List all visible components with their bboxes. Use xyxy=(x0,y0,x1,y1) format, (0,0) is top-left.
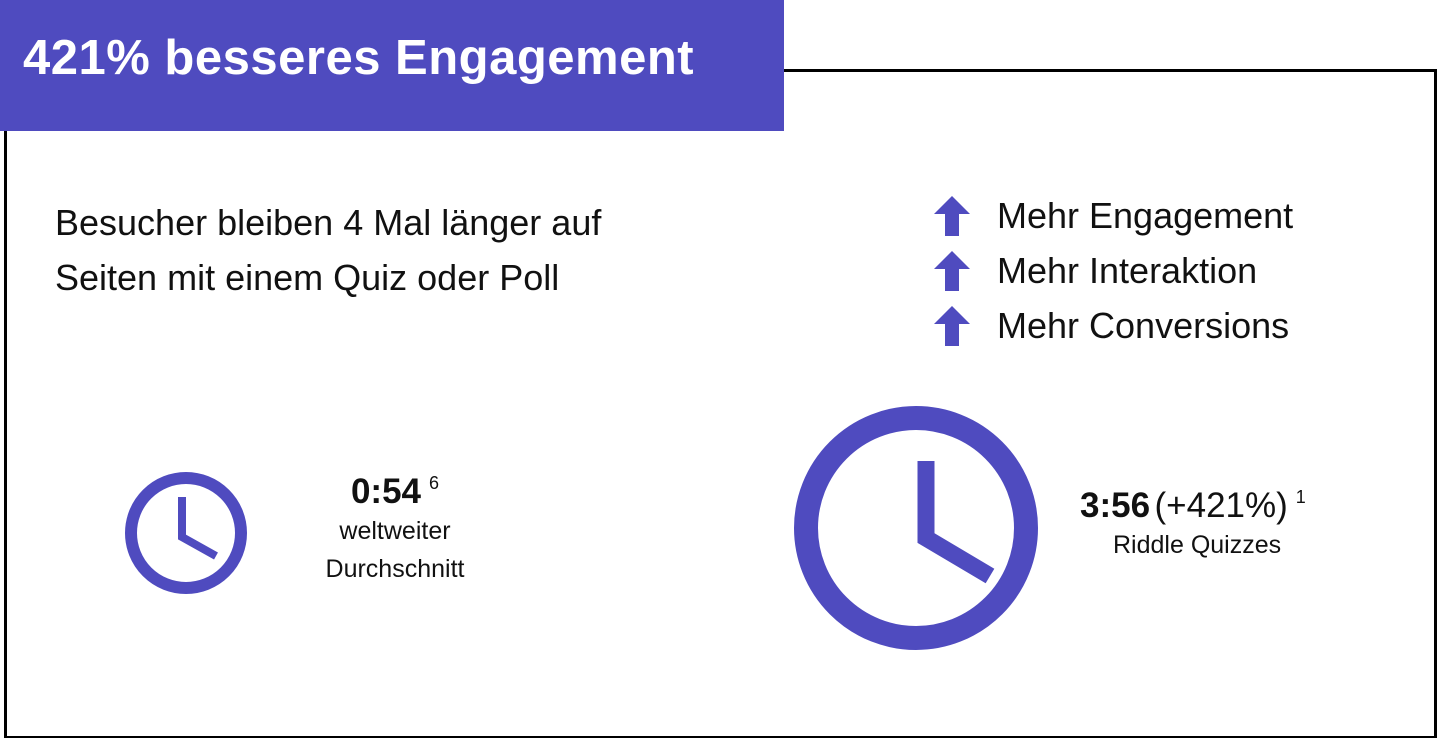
clock-icon xyxy=(794,406,1038,650)
riddle-label: Riddle Quizzes xyxy=(1113,531,1282,559)
content-frame xyxy=(4,69,1437,738)
average-time: 0:54 xyxy=(350,472,422,511)
riddle-change: (+421%) xyxy=(1154,486,1288,525)
benefit-item: Mehr Conversions xyxy=(934,298,1293,353)
average-stat: 0:54 6 weltweiter Durchschnitt xyxy=(300,472,490,588)
average-label-2: Durchschnitt xyxy=(325,555,465,583)
average-label-1: weltweiter xyxy=(339,517,451,545)
riddle-stat: 3:56 (+421%) 1 Riddle Quizzes xyxy=(1080,486,1360,564)
benefit-label: Mehr Interaktion xyxy=(997,249,1258,291)
footnote-marker: 6 xyxy=(429,472,440,493)
benefit-label: Mehr Conversions xyxy=(997,304,1290,346)
riddle-time: 3:56 xyxy=(1080,486,1151,525)
intro-text: Besucher bleiben 4 Mal länger auf Seiten… xyxy=(55,195,601,305)
intro-line-1: Besucher bleiben 4 Mal länger auf xyxy=(55,202,602,243)
benefits-list: Mehr Engagement Mehr Interaktion Mehr Co… xyxy=(934,188,1293,353)
clock-icon xyxy=(125,472,247,594)
benefit-item: Mehr Engagement xyxy=(934,188,1293,243)
arrow-up-icon xyxy=(934,305,970,346)
header-banner: 421% besseres Engagement xyxy=(0,0,784,131)
benefit-label: Mehr Engagement xyxy=(997,194,1294,236)
arrow-up-icon xyxy=(934,195,970,236)
intro-line-2: Seiten mit einem Quiz oder Poll xyxy=(55,257,560,298)
benefit-item: Mehr Interaktion xyxy=(934,243,1293,298)
footnote-marker: 1 xyxy=(1295,486,1306,507)
page-title: 421% besseres Engagement xyxy=(23,31,695,85)
arrow-up-icon xyxy=(934,250,970,291)
